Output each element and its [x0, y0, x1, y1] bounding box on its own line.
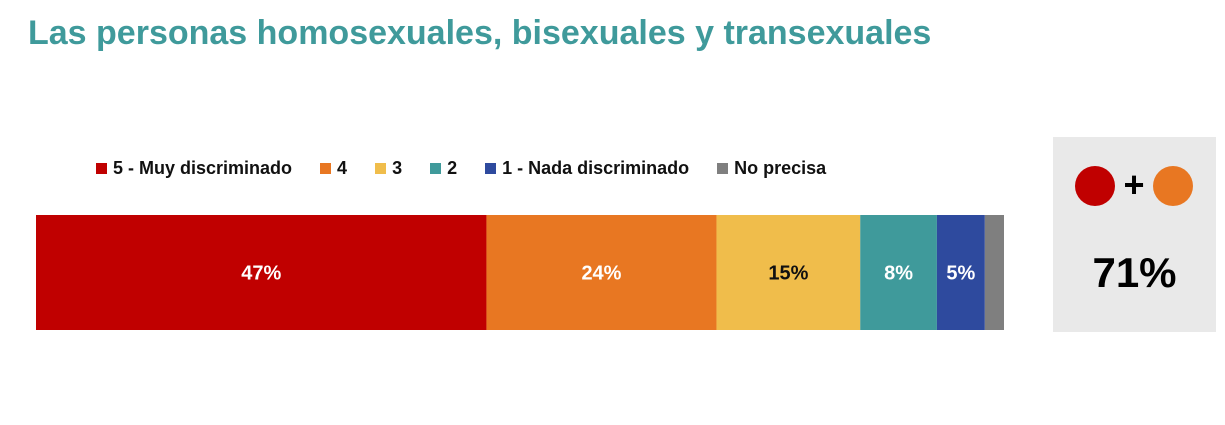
- summary-value: 71%: [1092, 249, 1177, 296]
- red-circle-icon: [1075, 166, 1115, 206]
- legend-swatch: [430, 163, 442, 174]
- bar-segment: [860, 215, 937, 330]
- legend-item: 1 - Nada discriminado: [485, 158, 689, 179]
- orange-circle-icon: [1153, 166, 1193, 206]
- plus-icon: +: [1123, 164, 1145, 205]
- legend-label: 4: [337, 158, 348, 178]
- legend-swatch: [717, 163, 729, 174]
- legend-swatch: [96, 163, 107, 174]
- bar-segment: [716, 215, 861, 330]
- data-label: 8%: [884, 263, 913, 285]
- legend-label: 5 - Muy discriminado: [113, 158, 293, 178]
- data-label: 15%: [768, 263, 808, 285]
- legend-label: No precisa: [734, 158, 827, 178]
- bar-segment: [936, 215, 985, 330]
- data-label: 47%: [241, 263, 281, 285]
- legend-item: 5 - Muy discriminado: [96, 158, 292, 179]
- bar-segment: [486, 215, 717, 330]
- legend-swatch: [375, 163, 387, 174]
- summary-box: + 71%: [1053, 137, 1216, 332]
- legend-label: 1 - Nada discriminado: [502, 158, 690, 178]
- bar-segment: [36, 215, 487, 330]
- legend-swatch: [485, 163, 497, 174]
- legend-item: 4: [320, 158, 347, 179]
- legend-label: 2: [447, 158, 458, 178]
- legend-item: 2: [430, 158, 457, 179]
- legend-item: 3: [375, 158, 402, 179]
- chart-title: Las personas homosexuales, bisexuales y …: [28, 14, 932, 52]
- bar-segment: [984, 215, 1004, 330]
- legend-item: No precisa: [717, 158, 826, 179]
- legend: 5 - Muy discriminado 4 3 2 1 - Nada discrimi…: [96, 158, 826, 179]
- legend-label: 3: [392, 158, 403, 178]
- legend-swatch: [320, 163, 332, 174]
- data-label: 24%: [581, 263, 621, 285]
- data-label: 5%: [946, 263, 975, 285]
